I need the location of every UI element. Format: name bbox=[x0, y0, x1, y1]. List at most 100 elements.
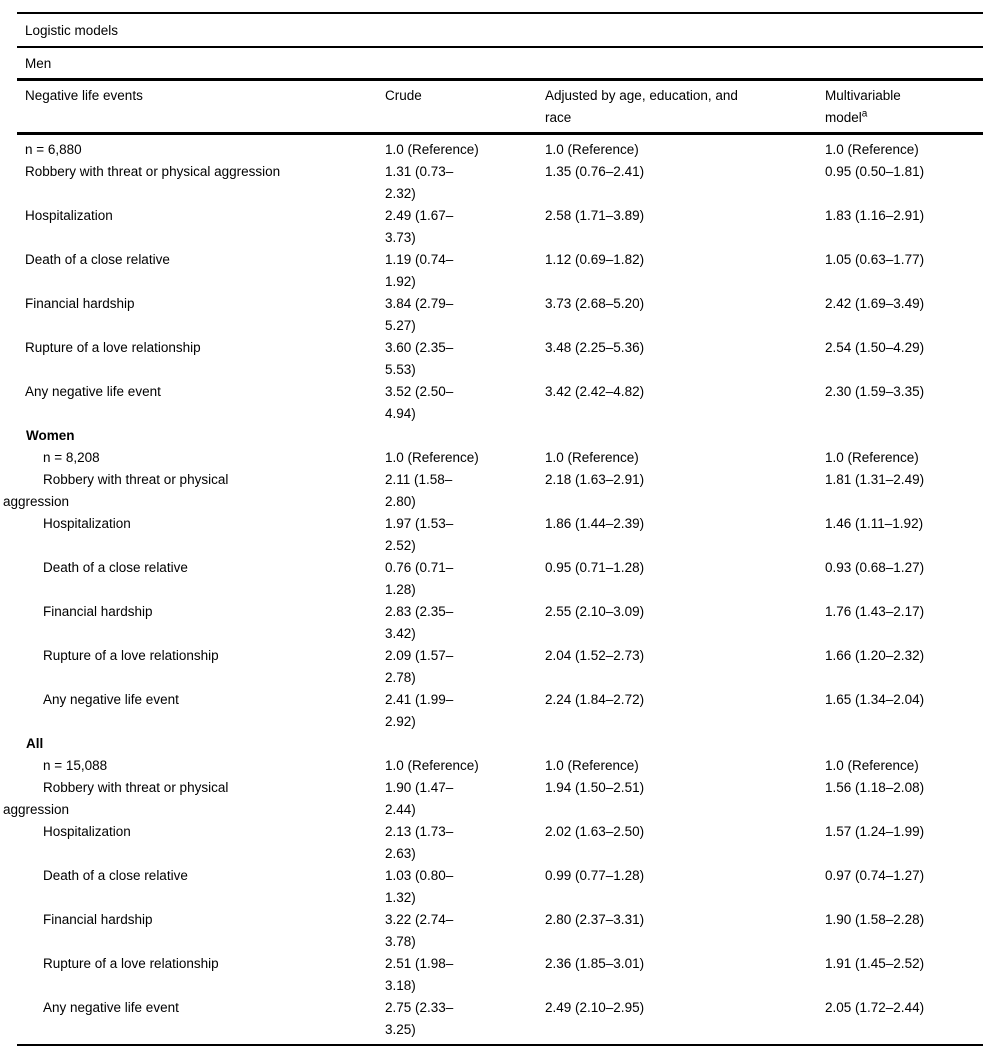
cell-crude: 3.84 (2.79– 5.27) bbox=[385, 296, 454, 333]
cell-multivariable: 1.83 (1.16–2.91) bbox=[825, 208, 925, 223]
cell-multivariable: 1.81 (1.31–2.49) bbox=[825, 472, 925, 487]
cell-label: Death of a close relative bbox=[43, 560, 188, 575]
cell-crude: 1.0 (Reference) bbox=[385, 142, 479, 157]
cell-multivariable: 2.54 (1.50–4.29) bbox=[825, 340, 925, 355]
table-row-women-robbery: Robbery with threat or physical aggressi… bbox=[0, 469, 1000, 513]
column-header-row: Negative life events Crude Adjusted by a… bbox=[0, 81, 1000, 132]
cell-adjusted: 2.49 (2.10–2.95) bbox=[545, 1000, 645, 1015]
cell-crude: 2.83 (2.35– 3.42) bbox=[385, 604, 454, 641]
cell-crude: 1.97 (1.53– 2.52) bbox=[385, 516, 454, 553]
cell-adjusted: 2.02 (1.63–2.50) bbox=[545, 824, 645, 839]
cell-multivariable: 1.91 (1.45–2.52) bbox=[825, 956, 925, 971]
top-rule bbox=[17, 12, 983, 14]
table-row-all-rupture: Rupture of a love relationship 2.51 (1.9… bbox=[0, 953, 1000, 997]
cell-label: Rupture of a love relationship bbox=[25, 340, 201, 355]
cell-crude: 2.13 (1.73– 2.63) bbox=[385, 824, 454, 861]
cell-crude: 2.41 (1.99– 2.92) bbox=[385, 692, 454, 729]
table-row-men-rupture: Rupture of a love relationship 3.60 (2.3… bbox=[0, 337, 1000, 381]
column-header-crude: Crude bbox=[385, 88, 422, 103]
cell-crude: 1.19 (0.74– 1.92) bbox=[385, 252, 454, 289]
cell-label: Financial hardship bbox=[25, 296, 135, 311]
cell-label: Any negative life event bbox=[43, 692, 179, 707]
cell-multivariable: 1.56 (1.18–2.08) bbox=[825, 780, 925, 795]
cell-multivariable: 2.05 (1.72–2.44) bbox=[825, 1000, 925, 1015]
cell-adjusted: 0.99 (0.77–1.28) bbox=[545, 868, 645, 883]
table-row-men-death: Death of a close relative 1.19 (0.74– 1.… bbox=[0, 249, 1000, 293]
table-row-women-rupture: Rupture of a love relationship 2.09 (1.5… bbox=[0, 645, 1000, 689]
cell-adjusted: 2.04 (1.52–2.73) bbox=[545, 648, 645, 663]
cell-adjusted: 1.0 (Reference) bbox=[545, 142, 639, 157]
cell-adjusted: 1.12 (0.69–1.82) bbox=[545, 252, 645, 267]
table-row-women-hospitalization: Hospitalization 1.97 (1.53– 2.52) 1.86 (… bbox=[0, 513, 1000, 557]
cell-label: Financial hardship bbox=[43, 604, 153, 619]
cell-adjusted: 3.48 (2.25–5.36) bbox=[545, 340, 645, 355]
table-row-women-financial: Financial hardship 2.83 (2.35– 3.42) 2.5… bbox=[0, 601, 1000, 645]
cell-adjusted: 2.80 (2.37–3.31) bbox=[545, 912, 645, 927]
cell-crude: 2.09 (1.57– 2.78) bbox=[385, 648, 454, 685]
cell-label: Hospitalization bbox=[43, 516, 131, 531]
footnote-marker: a bbox=[861, 108, 868, 120]
cell-multivariable: 1.05 (0.63–1.77) bbox=[825, 252, 925, 267]
table-row-men-robbery: Robbery with threat or physical aggressi… bbox=[0, 161, 1000, 205]
cell-multivariable: 1.65 (1.34–2.04) bbox=[825, 692, 925, 707]
table-row-all-n: n = 15,088 1.0 (Reference) 1.0 (Referenc… bbox=[0, 755, 1000, 777]
multivariable-line2: model bbox=[825, 110, 862, 125]
group-banner-men: Men bbox=[25, 55, 52, 71]
column-header-events: Negative life events bbox=[25, 88, 143, 103]
cell-adjusted: 2.55 (2.10–3.09) bbox=[545, 604, 645, 619]
cell-multivariable: 1.66 (1.20–2.32) bbox=[825, 648, 925, 663]
cell-adjusted: 1.0 (Reference) bbox=[545, 450, 639, 465]
cell-adjusted: 3.73 (2.68–5.20) bbox=[545, 296, 645, 311]
cell-crude: 0.76 (0.71– 1.28) bbox=[385, 560, 454, 597]
cell-label: Death of a close relative bbox=[43, 868, 188, 883]
table-row-women-any: Any negative life event 2.41 (1.99– 2.92… bbox=[0, 689, 1000, 733]
table-body: n = 6,880 1.0 (Reference) 1.0 (Reference… bbox=[0, 135, 1000, 1044]
cell-label: n = 8,208 bbox=[43, 450, 100, 465]
cell-crude: 1.0 (Reference) bbox=[385, 758, 479, 773]
cell-adjusted: 3.42 (2.42–4.82) bbox=[545, 384, 645, 399]
column-header-adjusted: Adjusted by age, education, and race bbox=[545, 88, 738, 125]
table-row-women-n: n = 8,208 1.0 (Reference) 1.0 (Reference… bbox=[0, 447, 1000, 469]
cell-adjusted: 2.58 (1.71–3.89) bbox=[545, 208, 645, 223]
cell-label: Rupture of a love relationship bbox=[43, 648, 219, 663]
header-divider-rule bbox=[17, 132, 983, 135]
cell-crude: 1.0 (Reference) bbox=[385, 450, 479, 465]
table-title: Logistic models bbox=[25, 22, 119, 38]
table-row-men-any: Any negative life event 3.52 (2.50– 4.94… bbox=[0, 381, 1000, 425]
cell-crude: 1.90 (1.47– 2.44) bbox=[385, 780, 454, 817]
cell-label: n = 15,088 bbox=[43, 758, 108, 773]
multivariable-line1: Multivariable bbox=[825, 88, 901, 103]
cell-label: Hospitalization bbox=[25, 208, 113, 223]
cell-multivariable: 2.42 (1.69–3.49) bbox=[825, 296, 925, 311]
table-row-all-robbery: Robbery with threat or physical aggressi… bbox=[0, 777, 1000, 821]
cell-label: Rupture of a love relationship bbox=[43, 956, 219, 971]
bottom-rule bbox=[17, 1044, 983, 1046]
cell-adjusted: 1.86 (1.44–2.39) bbox=[545, 516, 645, 531]
table-row-all-financial: Financial hardship 3.22 (2.74– 3.78) 2.8… bbox=[0, 909, 1000, 953]
cell-label: Robbery with threat or physical aggressi… bbox=[3, 472, 229, 509]
cell-adjusted: 2.36 (1.85–3.01) bbox=[545, 956, 645, 971]
cell-crude: 3.22 (2.74– 3.78) bbox=[385, 912, 454, 949]
cell-adjusted: 1.0 (Reference) bbox=[545, 758, 639, 773]
table-row-all-hospitalization: Hospitalization 2.13 (1.73– 2.63) 2.02 (… bbox=[0, 821, 1000, 865]
cell-multivariable: 0.97 (0.74–1.27) bbox=[825, 868, 925, 883]
cell-label: n = 6,880 bbox=[25, 142, 82, 157]
cell-multivariable: 0.93 (0.68–1.27) bbox=[825, 560, 925, 575]
title-divider-rule bbox=[17, 46, 983, 48]
cell-label: Robbery with threat or physical aggressi… bbox=[3, 780, 229, 817]
table-row-men-financial: Financial hardship 3.84 (2.79– 5.27) 3.7… bbox=[0, 293, 1000, 337]
cell-multivariable: 1.0 (Reference) bbox=[825, 450, 919, 465]
table-row-all-death: Death of a close relative 1.03 (0.80– 1.… bbox=[0, 865, 1000, 909]
table-row-men-hospitalization: Hospitalization 2.49 (1.67– 3.73) 2.58 (… bbox=[0, 205, 1000, 249]
cell-multivariable: 1.76 (1.43–2.17) bbox=[825, 604, 925, 619]
column-header-multivariable: Multivariable modela bbox=[825, 85, 1000, 129]
cell-crude: 3.60 (2.35– 5.53) bbox=[385, 340, 454, 377]
cell-multivariable: 1.0 (Reference) bbox=[825, 758, 919, 773]
cell-multivariable: 0.95 (0.50–1.81) bbox=[825, 164, 925, 179]
cell-adjusted: 2.18 (1.63–2.91) bbox=[545, 472, 645, 487]
cell-adjusted: 2.24 (1.84–2.72) bbox=[545, 692, 645, 707]
group-divider-rule bbox=[17, 78, 983, 81]
cell-multivariable: 1.46 (1.11–1.92) bbox=[825, 516, 924, 531]
table-row-women-death: Death of a close relative 0.76 (0.71– 1.… bbox=[0, 557, 1000, 601]
